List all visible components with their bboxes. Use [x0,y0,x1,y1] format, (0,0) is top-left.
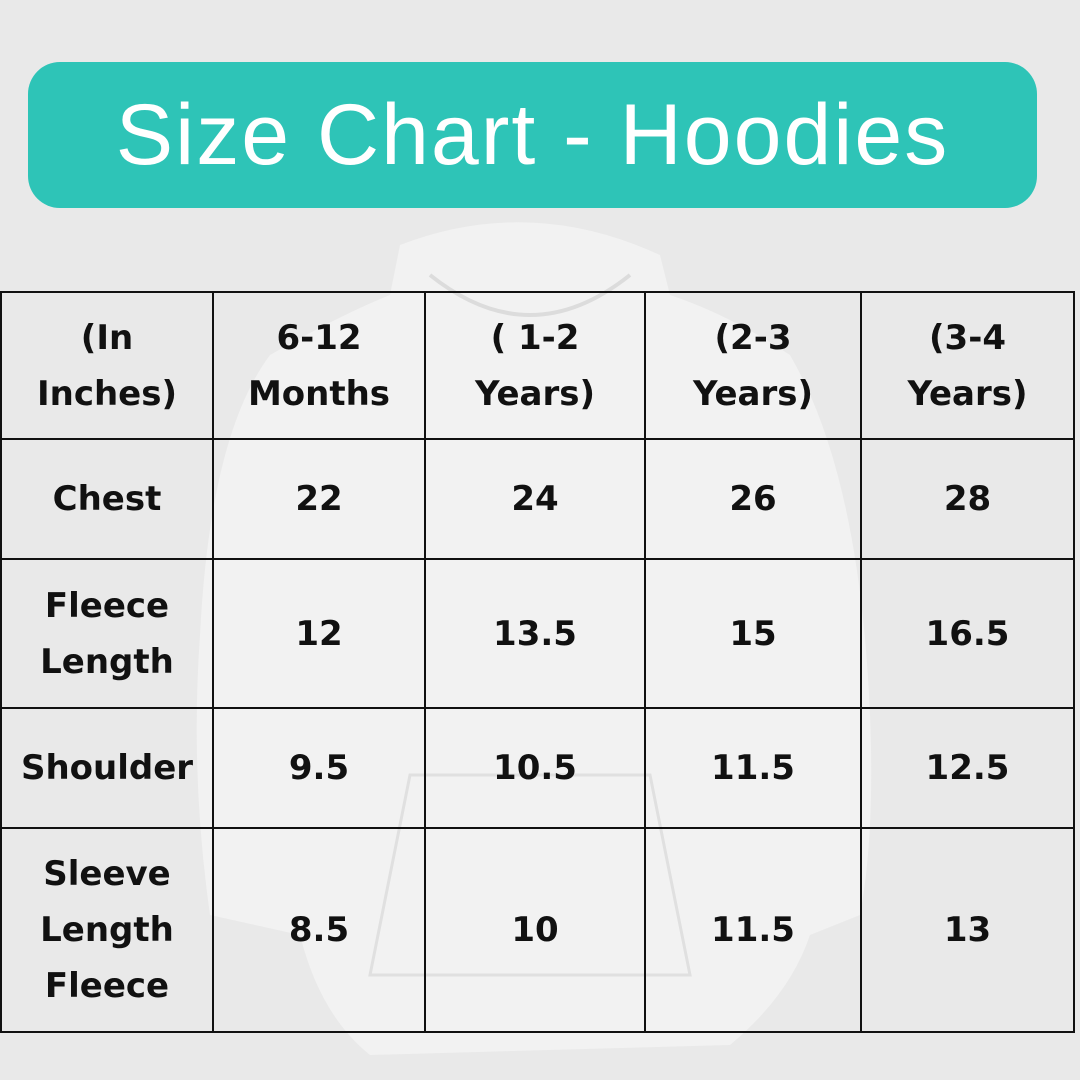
table-cell: 22 [212,438,426,560]
header-cell: 6-12 Months [212,291,426,440]
table-cell: 15 [644,558,862,709]
table-cell: 12.5 [860,707,1075,829]
row-label: Chest [0,438,214,560]
header-cell: (In Inches) [0,291,214,440]
size-chart-table: (In Inches) 6-12 Months ( 1-2 Years) (2-… [0,291,1075,1033]
table-row-sleeve-length-fleece: Sleeve Length Fleece 8.5 10 11.5 13 [0,827,1075,1033]
table-cell: 10.5 [424,707,646,829]
table-row-chest: Chest 22 24 26 28 [0,438,1075,560]
header-cell: ( 1-2 Years) [424,291,646,440]
row-label: Shoulder [0,707,214,829]
row-label: Sleeve Length Fleece [0,827,214,1033]
table-cell: 16.5 [860,558,1075,709]
header-row: (In Inches) 6-12 Months ( 1-2 Years) (2-… [0,291,1075,440]
table-cell: 8.5 [212,827,426,1033]
table-row-shoulder: Shoulder 9.5 10.5 11.5 12.5 [0,707,1075,829]
table-cell: 26 [644,438,862,560]
header-cell: (3-4 Years) [860,291,1075,440]
table-cell: 13 [860,827,1075,1033]
header-cell: (2-3 Years) [644,291,862,440]
table-cell: 11.5 [644,827,862,1033]
title-banner: Size Chart - Hoodies [28,62,1037,208]
table-cell: 13.5 [424,558,646,709]
table-cell: 12 [212,558,426,709]
table-cell: 28 [860,438,1075,560]
page-title: Size Chart - Hoodies [115,86,950,183]
table-cell: 10 [424,827,646,1033]
table-row-fleece-length: Fleece Length 12 13.5 15 16.5 [0,558,1075,709]
table-cell: 24 [424,438,646,560]
row-label: Fleece Length [0,558,214,709]
table-cell: 9.5 [212,707,426,829]
table-cell: 11.5 [644,707,862,829]
